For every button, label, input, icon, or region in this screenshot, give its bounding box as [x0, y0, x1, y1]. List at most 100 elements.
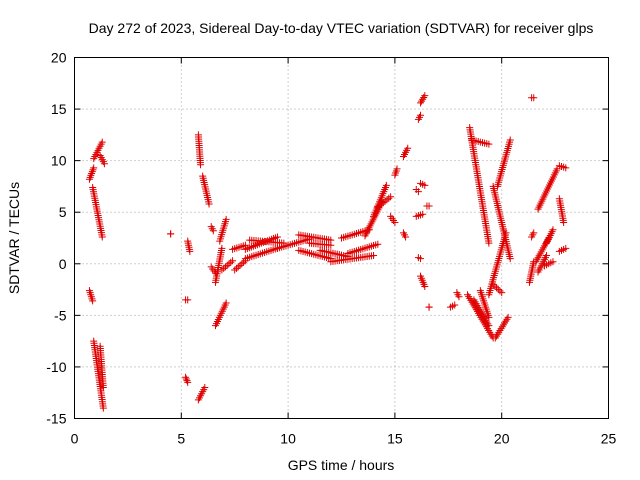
- data-point: [417, 111, 425, 119]
- data-point: [240, 258, 248, 266]
- data-point: [89, 297, 97, 305]
- data-point: [562, 244, 570, 252]
- x-tick-label: 0: [71, 431, 79, 447]
- data-point: [419, 95, 427, 103]
- data-point: [489, 280, 497, 288]
- y-axis-label: SDTVAR / TECUs: [6, 182, 22, 294]
- data-points: [85, 92, 570, 412]
- data-point: [455, 293, 463, 301]
- y-tick-label: 15: [51, 101, 67, 117]
- data-point: [382, 181, 390, 189]
- data-point: [393, 165, 401, 173]
- data-point: [374, 203, 382, 211]
- data-point: [383, 196, 391, 204]
- y-tick-label: 10: [51, 153, 67, 169]
- data-point: [234, 263, 242, 271]
- y-tick-label: -15: [46, 411, 66, 427]
- y-tick-label: -5: [54, 307, 67, 323]
- x-tick-label: 20: [494, 431, 510, 447]
- data-point: [491, 282, 499, 290]
- data-point: [498, 289, 506, 297]
- data-point: [229, 257, 237, 265]
- data-point: [227, 258, 235, 266]
- data-point: [425, 303, 433, 311]
- data-point: [379, 199, 387, 207]
- data-point: [182, 375, 190, 383]
- data-point: [186, 247, 194, 255]
- data-point: [205, 200, 213, 208]
- data-point: [100, 160, 108, 168]
- data-point: [221, 263, 229, 271]
- data-point: [99, 384, 107, 392]
- data-point: [99, 404, 107, 412]
- data-point: [209, 227, 217, 235]
- data-point: [370, 252, 378, 260]
- x-axis-ticks: 0 5 10 15 20 25: [71, 57, 617, 447]
- data-point: [236, 261, 244, 269]
- grid: [74, 57, 609, 419]
- data-point: [504, 313, 512, 321]
- data-point: [391, 219, 399, 227]
- data-point: [98, 138, 106, 146]
- data-point: [421, 92, 429, 100]
- data-point: [562, 164, 570, 172]
- data-point: [98, 233, 106, 241]
- data-point: [425, 202, 433, 210]
- data-point: [485, 140, 493, 148]
- data-point: [182, 373, 190, 381]
- data-point: [197, 161, 205, 169]
- data-point: [374, 240, 382, 248]
- data-point: [418, 97, 426, 105]
- data-point: [327, 241, 335, 249]
- data-point: [222, 215, 230, 223]
- data-point: [184, 296, 192, 304]
- data-point: [530, 94, 538, 102]
- data-point: [223, 261, 231, 269]
- data-point: [225, 260, 233, 268]
- data-point: [451, 301, 459, 309]
- data-point: [90, 164, 98, 172]
- data-point: [376, 202, 384, 210]
- data-point: [421, 282, 429, 290]
- data-point: [201, 384, 209, 392]
- data-point: [549, 226, 557, 234]
- y-tick-label: 20: [51, 50, 67, 66]
- data-point: [402, 233, 410, 241]
- data-point: [404, 144, 412, 152]
- data-point: [420, 93, 428, 101]
- data-point: [494, 285, 502, 293]
- x-tick-label: 15: [387, 431, 403, 447]
- x-tick-label: 10: [280, 431, 296, 447]
- data-point: [385, 194, 393, 202]
- data-point: [421, 181, 429, 189]
- y-tick-label: 0: [59, 256, 67, 272]
- data-point: [506, 136, 514, 144]
- data-point: [530, 229, 538, 237]
- x-axis-label: GPS time / hours: [288, 457, 395, 473]
- x-tick-label: 5: [177, 431, 185, 447]
- y-tick-label: 5: [59, 204, 67, 220]
- data-point: [184, 378, 192, 386]
- data-point: [506, 255, 514, 263]
- data-point: [543, 252, 551, 260]
- data-point: [231, 266, 239, 274]
- data-point: [493, 284, 501, 292]
- data-point: [417, 99, 425, 107]
- x-tick-label: 25: [601, 431, 617, 447]
- data-point: [183, 377, 191, 385]
- data-point: [417, 255, 425, 263]
- data-point: [485, 313, 493, 321]
- data-point: [220, 264, 228, 272]
- data-point: [414, 188, 422, 196]
- y-axis-ticks: -15 -10 -5 0 5 10 15 20: [46, 50, 609, 427]
- data-point: [218, 244, 226, 252]
- data-point: [377, 200, 385, 208]
- chart-title: Day 272 of 2023, Sidereal Day-to-day VTE…: [89, 20, 594, 36]
- data-point: [496, 287, 504, 295]
- data-point: [222, 299, 230, 307]
- data-point: [485, 239, 493, 247]
- data-point: [381, 197, 389, 205]
- data-point: [419, 210, 427, 218]
- data-point: [485, 322, 493, 330]
